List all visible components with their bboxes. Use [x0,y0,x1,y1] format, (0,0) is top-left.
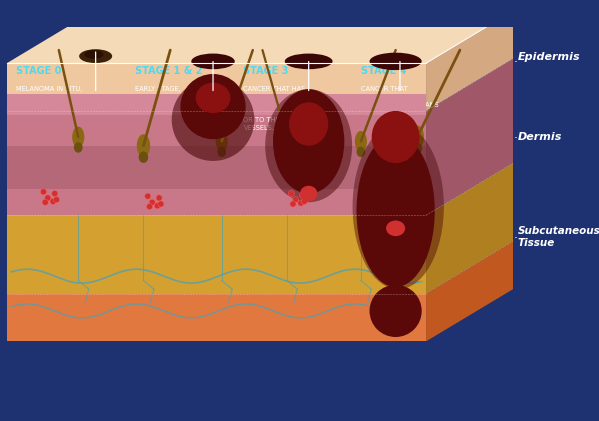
Ellipse shape [50,198,56,205]
Polygon shape [7,11,513,63]
Ellipse shape [196,83,231,113]
Ellipse shape [40,189,47,195]
Text: STAGE 4: STAGE 4 [361,66,406,76]
Polygon shape [7,146,426,189]
Text: CANCER THAT
HAS SPREAD TO
OTHER MAJOR ORGANS
IN THE BODY.: CANCER THAT HAS SPREAD TO OTHER MAJOR OR… [361,86,438,115]
Text: STAGE 1 & 2: STAGE 1 & 2 [135,66,202,76]
Ellipse shape [411,125,424,149]
Text: Dermis: Dermis [518,132,562,142]
Text: CANCER THAT HAS
SPREAD TO THE LYMPH
NODES WITHIN THE
REGION OF THE CANCER
OR TO : CANCER THAT HAS SPREAD TO THE LYMPH NODE… [243,86,325,131]
Ellipse shape [288,190,294,197]
Ellipse shape [79,49,112,63]
Polygon shape [426,59,513,215]
Ellipse shape [53,197,59,203]
Ellipse shape [156,195,162,201]
Polygon shape [426,11,513,111]
Ellipse shape [74,142,83,153]
Polygon shape [7,93,426,115]
Ellipse shape [413,143,422,154]
Ellipse shape [370,285,422,337]
Ellipse shape [353,124,444,289]
Polygon shape [7,63,426,111]
Polygon shape [7,215,426,293]
Ellipse shape [72,127,84,147]
Ellipse shape [172,78,255,161]
Ellipse shape [84,50,104,59]
Ellipse shape [356,147,365,157]
Text: STAGE 3: STAGE 3 [243,66,289,76]
Text: THERE ARE FOUR STAGES OF MELANOMA: THERE ARE FOUR STAGES OF MELANOMA [75,40,446,55]
Ellipse shape [289,102,328,146]
Polygon shape [426,241,513,341]
Ellipse shape [290,201,296,207]
Ellipse shape [370,53,422,70]
Ellipse shape [273,89,344,194]
Ellipse shape [285,53,332,69]
Text: STAGE 0: STAGE 0 [16,66,61,76]
Ellipse shape [301,198,307,205]
Ellipse shape [283,142,291,151]
Text: Epidermis: Epidermis [518,52,580,61]
Ellipse shape [292,197,299,203]
Ellipse shape [372,111,419,163]
Ellipse shape [217,147,226,157]
Ellipse shape [386,221,405,236]
Ellipse shape [145,193,151,199]
Ellipse shape [45,195,51,201]
Ellipse shape [300,192,305,198]
Polygon shape [7,111,426,215]
Ellipse shape [298,200,304,206]
Ellipse shape [137,134,150,157]
Ellipse shape [356,135,435,287]
Ellipse shape [52,190,58,197]
Ellipse shape [282,128,292,147]
Polygon shape [7,293,426,341]
Ellipse shape [139,152,148,163]
Text: MELANOMA IN SITU,
OR AN ABNORMALITY
ON THE EPIDERMAL
REGION OF THE SKIN.: MELANOMA IN SITU, OR AN ABNORMALITY ON T… [16,86,87,115]
Text: EARLY STAGE,
LOCALIZED
DISEASE.: EARLY STAGE, LOCALIZED DISEASE. [135,86,180,107]
Ellipse shape [158,201,164,207]
Ellipse shape [355,131,367,152]
Polygon shape [426,163,513,293]
Ellipse shape [147,203,153,210]
Ellipse shape [216,131,228,152]
Ellipse shape [265,89,352,202]
Ellipse shape [191,53,235,69]
Ellipse shape [42,199,49,205]
Ellipse shape [149,199,155,205]
Ellipse shape [155,203,161,209]
Ellipse shape [300,186,317,201]
Text: Subcutaneous
Tissue: Subcutaneous Tissue [518,226,599,248]
Ellipse shape [180,74,246,139]
